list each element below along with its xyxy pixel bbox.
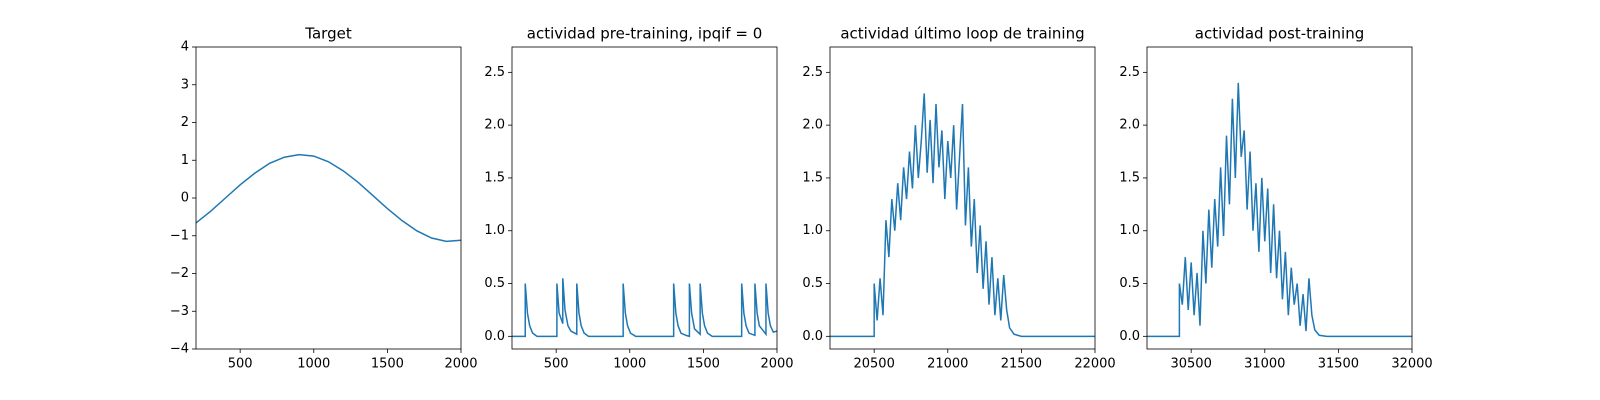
x-tick-label: 500: [228, 357, 253, 372]
x-tick-label: 20500: [853, 357, 894, 372]
y-tick-label: 2.0: [1119, 118, 1140, 133]
y-tick-label: 1.5: [802, 170, 823, 185]
x-tick-label: 21000: [927, 357, 968, 372]
y-tick-label: 0.5: [802, 276, 823, 291]
x-tick-label: 30500: [1170, 357, 1211, 372]
y-tick-label: 4: [181, 40, 189, 55]
x-tick-label: 2000: [444, 357, 477, 372]
y-tick-label: −4: [170, 342, 189, 357]
y-tick-label: 2.5: [1119, 65, 1140, 80]
subplot: actividad post-training 30500 31000 31500 32…: [1119, 25, 1432, 372]
x-tick-label: 1500: [371, 357, 404, 372]
y-tick-label: 1.0: [484, 223, 505, 238]
x-tick-label: 22000: [1074, 357, 1115, 372]
subplot: actividad pre-training, ipqif = 0 500 1000…: [484, 25, 793, 372]
subplot-title: actividad pre-training, ipqif = 0: [527, 25, 763, 43]
subplot-title: Target: [304, 25, 352, 43]
subplot-title: actividad último loop de training: [840, 25, 1084, 43]
x-tick-label: 1500: [687, 357, 720, 372]
subplot: Target 500 1000 1500 2000 −4 −3 −2 −1 0 1 2 3 4: [170, 25, 478, 372]
y-tick-label: 0.0: [802, 329, 823, 344]
data-line: [1147, 82, 1412, 338]
y-tick-label: 0.5: [484, 276, 505, 291]
x-tick-label: 1000: [297, 357, 330, 372]
axes-frame: [829, 46, 1096, 350]
x-tick-label: 500: [544, 357, 569, 372]
y-tick-label: 0.5: [1119, 276, 1140, 291]
y-tick-label: 1.0: [1119, 223, 1140, 238]
y-tick-label: 2.5: [484, 65, 505, 80]
y-tick-label: 1.0: [802, 223, 823, 238]
subplot-title: actividad post-training: [1195, 25, 1364, 43]
y-tick-label: 0: [181, 191, 189, 206]
x-tick-label: 31500: [1318, 357, 1359, 372]
x-tick-label: 21500: [1001, 357, 1042, 372]
y-tick-label: 0.0: [1119, 329, 1140, 344]
y-tick-label: 2.0: [802, 118, 823, 133]
axes-frame: [195, 46, 462, 350]
data-line: [196, 153, 461, 243]
x-tick-label: 2000: [760, 357, 793, 372]
y-tick-label: 2.0: [484, 118, 505, 133]
y-tick-label: 1: [181, 153, 189, 168]
x-tick-label: 31000: [1244, 357, 1285, 372]
x-tick-label: 32000: [1391, 357, 1432, 372]
y-tick-label: 2.5: [802, 65, 823, 80]
subplot: actividad último loop de training 20500 21…: [802, 25, 1115, 372]
y-tick-label: −1: [170, 228, 189, 243]
x-tick-label: 1000: [613, 357, 646, 372]
y-tick-label: 3: [181, 77, 189, 92]
axes-frame: [1146, 46, 1413, 350]
data-line: [512, 278, 777, 338]
axes-frame: [511, 46, 778, 350]
y-tick-label: 1.5: [484, 170, 505, 185]
y-tick-label: 1.5: [1119, 170, 1140, 185]
y-tick-label: 2: [181, 115, 189, 130]
y-tick-label: −3: [170, 304, 189, 319]
y-tick-label: 0.0: [484, 329, 505, 344]
y-tick-label: −2: [170, 266, 189, 281]
data-line: [830, 93, 1095, 338]
